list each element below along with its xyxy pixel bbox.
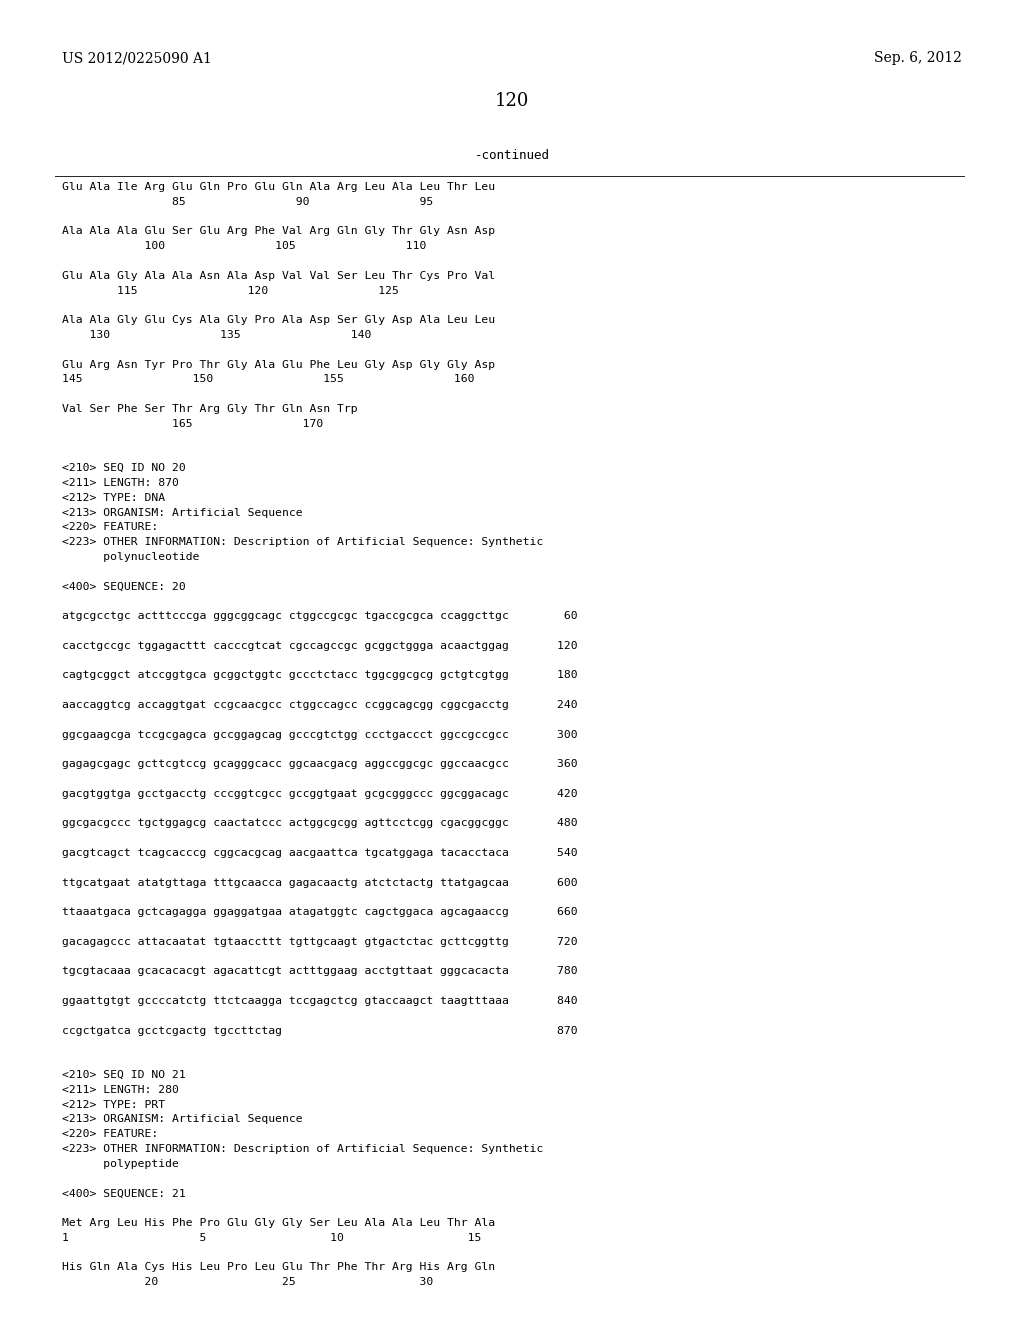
Text: gacgtggtga gcctgacctg cccggtcgcc gccggtgaat gcgcgggccc ggcggacagc       420: gacgtggtga gcctgacctg cccggtcgcc gccggtg…: [62, 789, 578, 799]
Text: 100                105                110: 100 105 110: [62, 242, 426, 251]
Text: 130                135                140: 130 135 140: [62, 330, 372, 341]
Text: Ala Ala Gly Glu Cys Ala Gly Pro Ala Asp Ser Gly Asp Ala Leu Leu: Ala Ala Gly Glu Cys Ala Gly Pro Ala Asp …: [62, 315, 496, 325]
Text: <211> LENGTH: 280: <211> LENGTH: 280: [62, 1085, 179, 1094]
Text: ggcgaagcga tccgcgagca gccggagcag gcccgtctgg ccctgaccct ggccgccgcc       300: ggcgaagcga tccgcgagca gccggagcag gcccgtc…: [62, 730, 578, 739]
Text: <210> SEQ ID NO 21: <210> SEQ ID NO 21: [62, 1071, 185, 1080]
Text: Val Ser Phe Ser Thr Arg Gly Thr Gln Asn Trp: Val Ser Phe Ser Thr Arg Gly Thr Gln Asn …: [62, 404, 357, 414]
Text: <213> ORGANISM: Artificial Sequence: <213> ORGANISM: Artificial Sequence: [62, 508, 303, 517]
Text: ccgctgatca gcctcgactg tgccttctag                                        870: ccgctgatca gcctcgactg tgccttctag 870: [62, 1026, 578, 1036]
Text: tgcgtacaaa gcacacacgt agacattcgt actttggaag acctgttaat gggcacacta       780: tgcgtacaaa gcacacacgt agacattcgt actttgg…: [62, 966, 578, 977]
Text: <220> FEATURE:: <220> FEATURE:: [62, 523, 159, 532]
Text: Met Arg Leu His Phe Pro Glu Gly Gly Ser Leu Ala Ala Leu Thr Ala: Met Arg Leu His Phe Pro Glu Gly Gly Ser …: [62, 1218, 496, 1228]
Text: US 2012/0225090 A1: US 2012/0225090 A1: [62, 51, 212, 65]
Text: Glu Ala Ile Arg Glu Gln Pro Glu Gln Ala Arg Leu Ala Leu Thr Leu: Glu Ala Ile Arg Glu Gln Pro Glu Gln Ala …: [62, 182, 496, 191]
Text: polynucleotide: polynucleotide: [62, 552, 200, 562]
Text: <223> OTHER INFORMATION: Description of Artificial Sequence: Synthetic: <223> OTHER INFORMATION: Description of …: [62, 537, 544, 548]
Text: ggaattgtgt gccccatctg ttctcaagga tccgagctcg gtaccaagct taagtttaaa       840: ggaattgtgt gccccatctg ttctcaagga tccgagc…: [62, 997, 578, 1006]
Text: His Gln Ala Cys His Leu Pro Leu Glu Thr Phe Thr Arg His Arg Gln: His Gln Ala Cys His Leu Pro Leu Glu Thr …: [62, 1262, 496, 1272]
Text: polypeptide: polypeptide: [62, 1159, 179, 1168]
Text: atgcgcctgc actttcccga gggcggcagc ctggccgcgc tgaccgcgca ccaggcttgc        60: atgcgcctgc actttcccga gggcggcagc ctggccg…: [62, 611, 578, 622]
Text: 115                120                125: 115 120 125: [62, 285, 399, 296]
Text: <223> OTHER INFORMATION: Description of Artificial Sequence: Synthetic: <223> OTHER INFORMATION: Description of …: [62, 1144, 544, 1154]
Text: <213> ORGANISM: Artificial Sequence: <213> ORGANISM: Artificial Sequence: [62, 1114, 303, 1125]
Text: Sep. 6, 2012: Sep. 6, 2012: [874, 51, 962, 65]
Text: aaccaggtcg accaggtgat ccgcaacgcc ctggccagcc ccggcagcgg cggcgacctg       240: aaccaggtcg accaggtgat ccgcaacgcc ctggcca…: [62, 700, 578, 710]
Text: ttgcatgaat atatgttaga tttgcaacca gagacaactg atctctactg ttatgagcaa       600: ttgcatgaat atatgttaga tttgcaacca gagacaa…: [62, 878, 578, 887]
Text: ggcgacgccc tgctggagcg caactatccc actggcgcgg agttcctcgg cgacggcggc       480: ggcgacgccc tgctggagcg caactatccc actggcg…: [62, 818, 578, 829]
Text: <212> TYPE: PRT: <212> TYPE: PRT: [62, 1100, 165, 1110]
Text: 120: 120: [495, 92, 529, 110]
Text: gacagagccc attacaatat tgtaaccttt tgttgcaagt gtgactctac gcttcggttg       720: gacagagccc attacaatat tgtaaccttt tgttgca…: [62, 937, 578, 946]
Text: <211> LENGTH: 870: <211> LENGTH: 870: [62, 478, 179, 488]
Text: <210> SEQ ID NO 20: <210> SEQ ID NO 20: [62, 463, 185, 473]
Text: <400> SEQUENCE: 21: <400> SEQUENCE: 21: [62, 1188, 185, 1199]
Text: ttaaatgaca gctcagagga ggaggatgaa atagatggtc cagctggaca agcagaaccg       660: ttaaatgaca gctcagagga ggaggatgaa atagatg…: [62, 907, 578, 917]
Text: Glu Arg Asn Tyr Pro Thr Gly Ala Glu Phe Leu Gly Asp Gly Gly Asp: Glu Arg Asn Tyr Pro Thr Gly Ala Glu Phe …: [62, 359, 496, 370]
Text: Glu Ala Gly Ala Ala Asn Ala Asp Val Val Ser Leu Thr Cys Pro Val: Glu Ala Gly Ala Ala Asn Ala Asp Val Val …: [62, 271, 496, 281]
Text: Ala Ala Ala Glu Ser Glu Arg Phe Val Arg Gln Gly Thr Gly Asn Asp: Ala Ala Ala Glu Ser Glu Arg Phe Val Arg …: [62, 227, 496, 236]
Text: <212> TYPE: DNA: <212> TYPE: DNA: [62, 492, 165, 503]
Text: cacctgccgc tggagacttt cacccgtcat cgccagccgc gcggctggga acaactggag       120: cacctgccgc tggagacttt cacccgtcat cgccagc…: [62, 640, 578, 651]
Text: 145                150                155                160: 145 150 155 160: [62, 375, 474, 384]
Text: 165                170: 165 170: [62, 418, 324, 429]
Text: 85                90                95: 85 90 95: [62, 197, 433, 207]
Text: gagagcgagc gcttcgtccg gcagggcacc ggcaacgacg aggccggcgc ggccaacgcc       360: gagagcgagc gcttcgtccg gcagggcacc ggcaacg…: [62, 759, 578, 770]
Text: <400> SEQUENCE: 20: <400> SEQUENCE: 20: [62, 582, 185, 591]
Text: gacgtcagct tcagcacccg cggcacgcag aacgaattca tgcatggaga tacacctaca       540: gacgtcagct tcagcacccg cggcacgcag aacgaat…: [62, 847, 578, 858]
Text: <220> FEATURE:: <220> FEATURE:: [62, 1129, 159, 1139]
Text: 1                   5                  10                  15: 1 5 10 15: [62, 1233, 481, 1243]
Text: cagtgcggct atccggtgca gcggctggtc gccctctacc tggcggcgcg gctgtcgtgg       180: cagtgcggct atccggtgca gcggctggtc gccctct…: [62, 671, 578, 680]
Text: -continued: -continued: [474, 149, 550, 162]
Text: 20                  25                  30: 20 25 30: [62, 1278, 433, 1287]
